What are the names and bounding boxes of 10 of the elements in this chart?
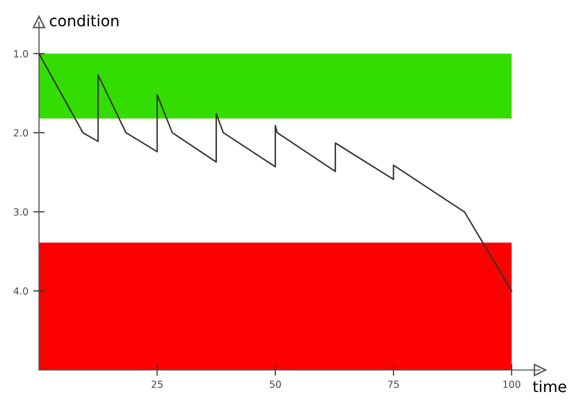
- y-tick-label: 1.0: [14, 50, 28, 58]
- x-tick-label: 75: [388, 380, 399, 388]
- y-axis-title: condition: [50, 14, 118, 26]
- x-tick-label: 100: [503, 380, 520, 388]
- y-tick-label: 2.0: [14, 129, 28, 137]
- x-axis-title: time: [532, 380, 566, 392]
- y-tick-label: 4.0: [14, 287, 28, 295]
- x-tick-label: 50: [270, 380, 281, 388]
- y-tick-label: 3.0: [14, 208, 28, 216]
- x-tick-label: 25: [152, 380, 162, 388]
